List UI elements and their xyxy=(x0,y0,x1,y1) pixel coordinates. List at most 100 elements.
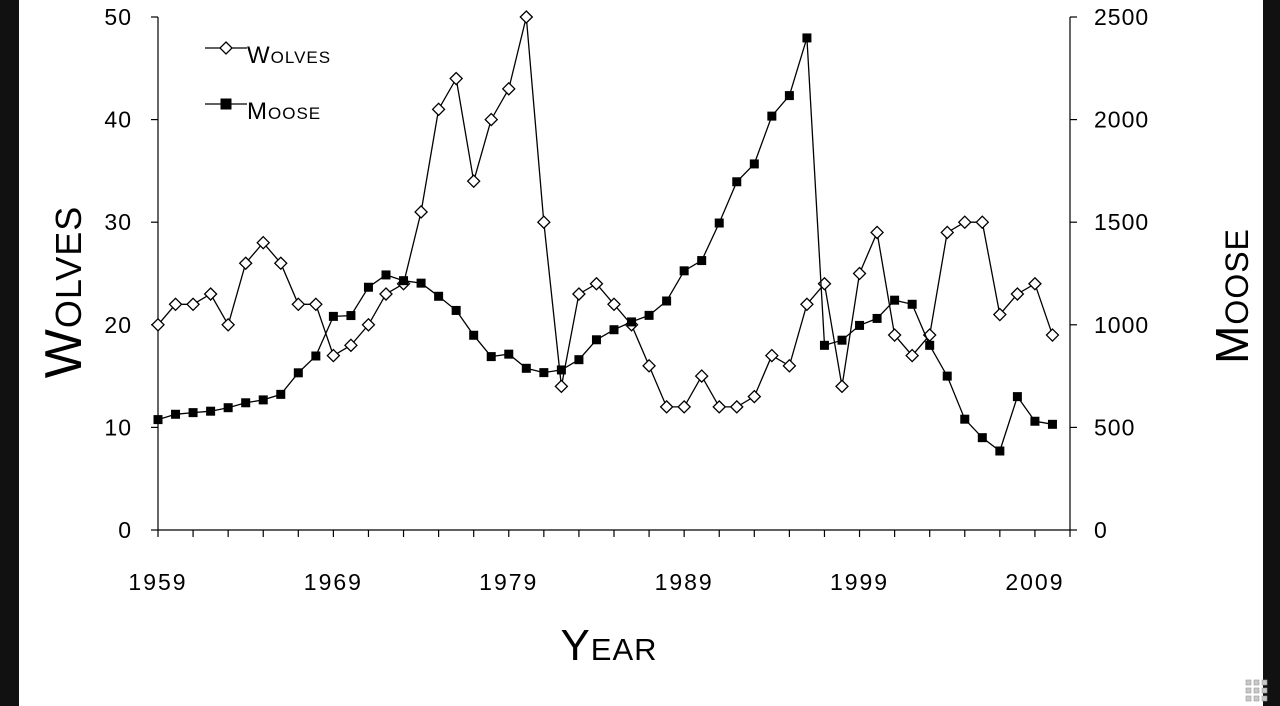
wolves-point xyxy=(431,102,446,117)
right-y-tick-label: 2500 xyxy=(1094,4,1149,30)
moose-point xyxy=(574,355,584,365)
wolves-point xyxy=(203,287,218,301)
legend: Wolves Moose xyxy=(205,41,331,125)
moose-point xyxy=(925,340,935,350)
wolves-point xyxy=(1010,287,1025,301)
legend-wolves-label: Wolves xyxy=(247,42,331,69)
left-y-tick-label: 50 xyxy=(104,4,132,30)
moose-point xyxy=(802,33,812,43)
moose-point xyxy=(188,408,198,418)
x-tick-label: 1999 xyxy=(830,569,889,595)
wolves-point xyxy=(1045,328,1060,342)
moose-point xyxy=(328,311,338,321)
wolves-point xyxy=(747,389,762,404)
moose-point xyxy=(591,335,601,345)
wolves-point xyxy=(712,399,727,414)
series-wolves xyxy=(151,10,1060,414)
wolves-point xyxy=(677,399,692,414)
moose-point xyxy=(767,111,777,121)
wolves-point xyxy=(221,317,236,332)
wolves-point xyxy=(519,10,534,24)
x-tick-label: 1989 xyxy=(655,569,714,595)
wolves-point xyxy=(554,379,569,394)
wolves-point xyxy=(940,225,955,240)
moose-point xyxy=(171,409,181,419)
right-y-tick-label: 0 xyxy=(1094,517,1108,543)
moose-point xyxy=(258,395,268,405)
x-tick-label: 1979 xyxy=(479,569,538,595)
wolves-point xyxy=(291,297,306,312)
right-y-tick-label: 1000 xyxy=(1094,312,1149,338)
series-moose xyxy=(153,33,1057,456)
slide: 0 10 20 30 40 50 0 500 1000 1500 2000 2500 1959 1969 1… xyxy=(19,0,1263,706)
moose-point xyxy=(521,363,531,373)
wolves-point xyxy=(764,348,779,363)
wolves-point xyxy=(905,348,920,363)
moose-point xyxy=(556,365,566,375)
wolves-point xyxy=(168,297,183,312)
wolves-point xyxy=(782,358,797,373)
wolves-point xyxy=(835,379,849,394)
wolves-point xyxy=(572,287,586,301)
moose-point xyxy=(346,311,356,321)
moose-point xyxy=(241,398,251,408)
moose-point xyxy=(697,256,707,266)
wolves-point xyxy=(800,297,814,312)
moose-point xyxy=(206,406,216,416)
moose-point xyxy=(662,296,672,306)
right-y-tick-label: 500 xyxy=(1094,414,1135,440)
moose-point xyxy=(504,349,514,359)
moose-point xyxy=(837,335,847,345)
wolves-point xyxy=(536,215,551,230)
corner-logo-icon xyxy=(1245,679,1268,702)
left-y-tick-label: 20 xyxy=(104,312,132,338)
moose-point xyxy=(995,446,1005,456)
wolves-point xyxy=(729,399,744,414)
moose-point xyxy=(469,330,479,340)
right-y-tick-label: 2000 xyxy=(1094,107,1149,133)
x-tick-label: 1959 xyxy=(128,569,187,595)
wolves-point xyxy=(466,174,481,189)
moose-point xyxy=(784,91,794,101)
wolves-point xyxy=(659,399,674,414)
moose-point xyxy=(872,313,882,323)
moose-point xyxy=(486,352,496,362)
wolves-point xyxy=(414,205,428,219)
moose-point xyxy=(1047,419,1057,429)
moose-point xyxy=(732,177,742,187)
moose-point xyxy=(451,305,461,315)
wolves-line xyxy=(157,16,1054,408)
moose-point xyxy=(714,218,724,228)
moose-point xyxy=(363,282,373,292)
moose-point xyxy=(539,368,549,378)
wolves-point xyxy=(308,297,323,312)
moose-point xyxy=(399,276,409,286)
x-axis-label: Year xyxy=(560,621,657,670)
left-y-axis-label: Wolves xyxy=(35,206,93,378)
legend-wolves-marker xyxy=(219,41,233,55)
moose-point xyxy=(1012,392,1022,402)
moose-point xyxy=(942,371,952,381)
moose-point xyxy=(381,270,391,280)
axes xyxy=(157,17,1071,531)
wolves-point xyxy=(326,348,341,363)
wolves-point xyxy=(449,71,464,86)
wolves-point xyxy=(992,307,1007,322)
wolves-point xyxy=(501,81,516,96)
wolves-point xyxy=(589,276,604,291)
moose-point xyxy=(819,340,829,350)
right-y-tick-label: 1500 xyxy=(1094,209,1149,235)
wolves-point xyxy=(186,297,200,312)
legend-moose-label: Moose xyxy=(247,98,321,125)
moose-point xyxy=(311,351,321,361)
wolves-point xyxy=(256,235,271,250)
wolves-point xyxy=(887,328,902,342)
moose-point xyxy=(679,266,689,276)
wolves-point xyxy=(852,266,867,281)
left-y-tick-label: 30 xyxy=(104,209,132,235)
moose-point xyxy=(1030,416,1040,426)
moose-point xyxy=(434,291,444,301)
wolves-point xyxy=(379,287,393,301)
